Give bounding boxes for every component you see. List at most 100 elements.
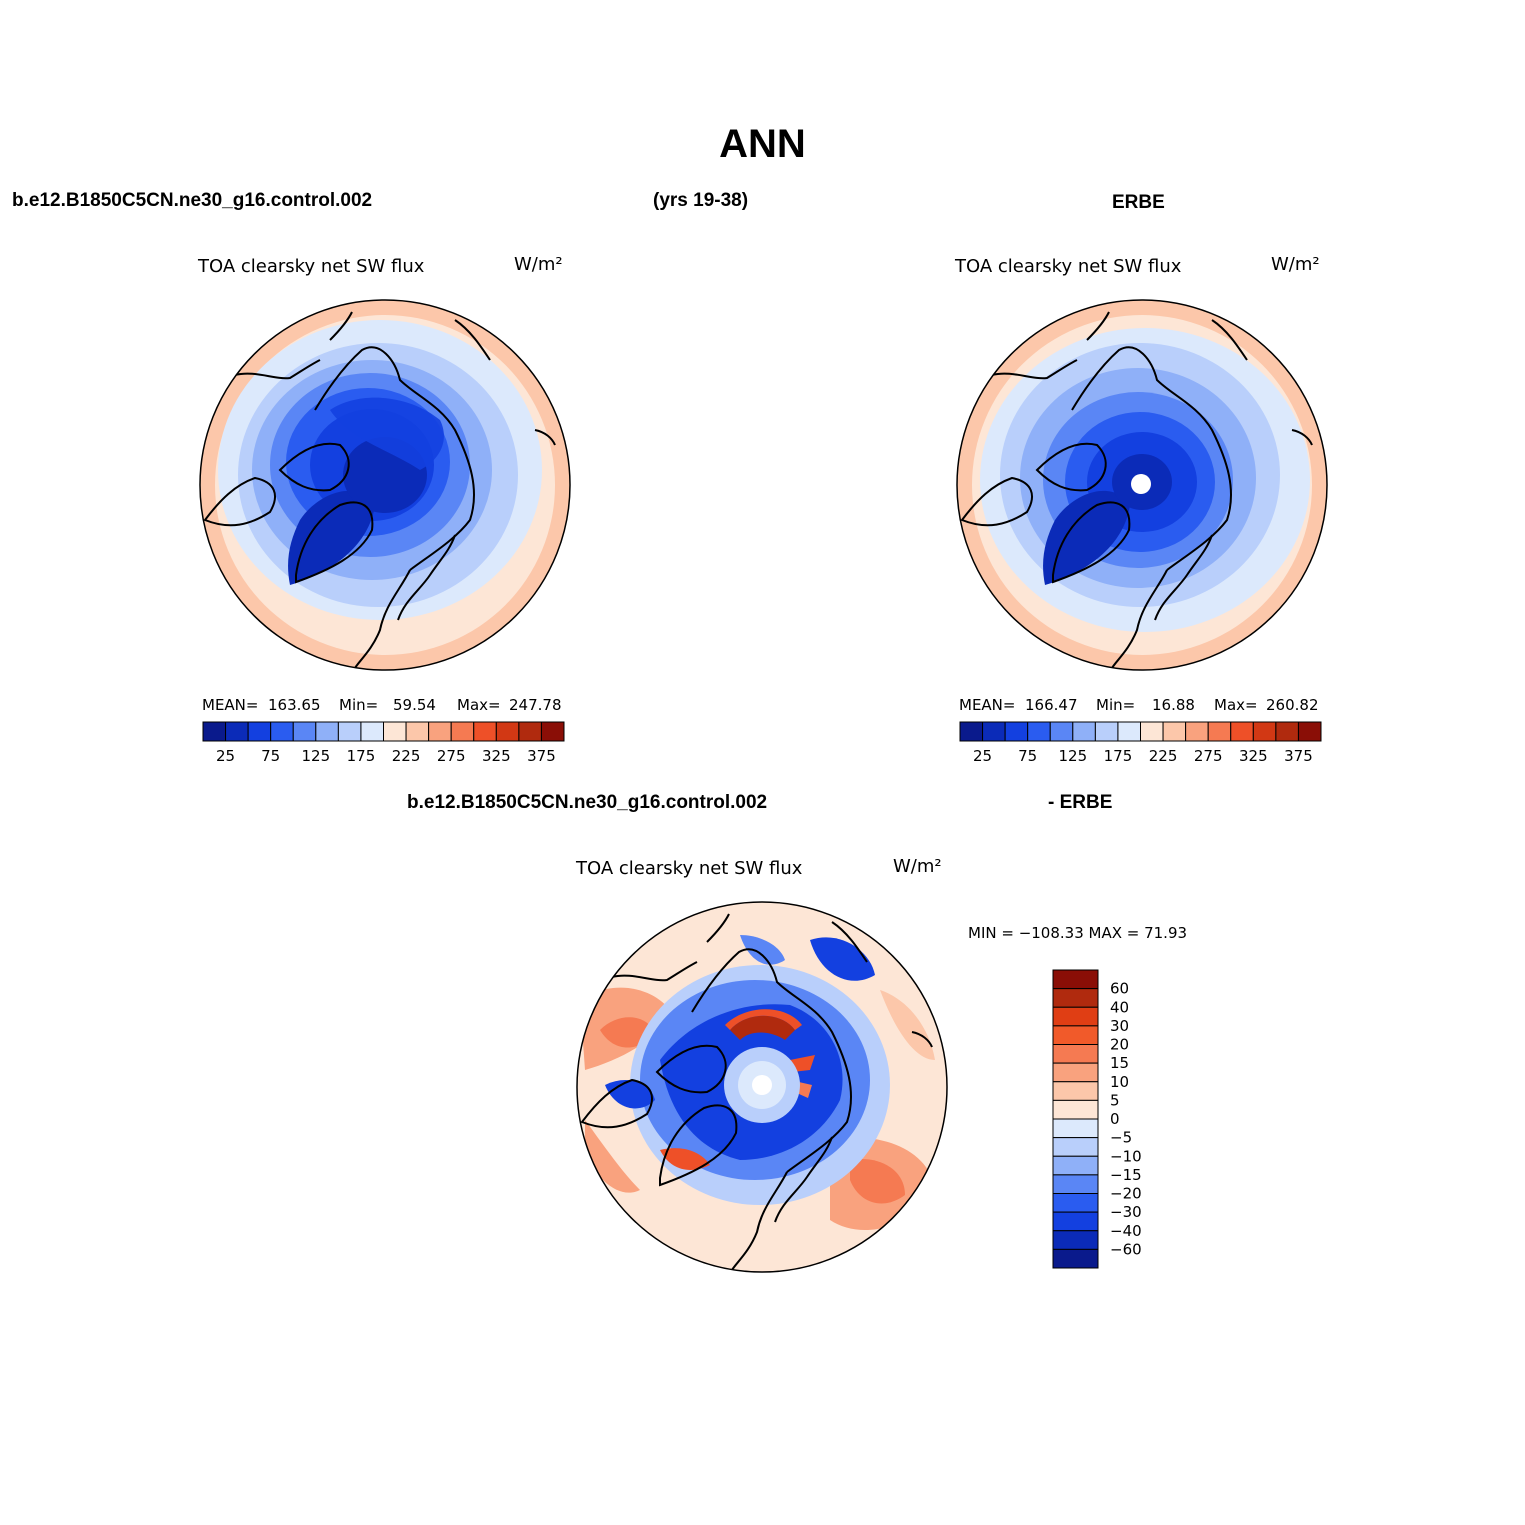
model-colorbar-tick-label: 175 [347, 747, 376, 765]
case-title: b.e12.B1850C5CN.ne30_g16.control.002 [12, 190, 373, 211]
coastlines [960, 311, 1313, 669]
obs-colorbar-box [1230, 721, 1254, 742]
obs-variable-label: TOA clearsky net SW flux [955, 256, 1182, 277]
model-colorbar-tick-label: 225 [392, 747, 421, 765]
obs-colorbar-box [959, 721, 984, 742]
obs-colorbar-box [1049, 721, 1074, 742]
obs-max-value: 260.82 [1266, 696, 1319, 714]
model-colorbar-box [540, 721, 565, 742]
model-min-label: Min= [339, 696, 379, 714]
model-colorbar-box [202, 721, 227, 742]
obs-title: ERBE [1112, 192, 1165, 213]
diff-colorbar-tick-label: −10 [1110, 1147, 1142, 1165]
obs-colorbar-box [1275, 721, 1299, 742]
obs-colorbar-box [982, 721, 1006, 742]
diff-colorbar-tick-label: −60 [1110, 1240, 1142, 1258]
diff-colorbar-box [1052, 1248, 1099, 1269]
obs-colorbar-box [1297, 721, 1322, 742]
model-variable-label: TOA clearsky net SW flux [198, 256, 425, 277]
obs-colorbar-box [1004, 721, 1029, 742]
model-colorbar-box [405, 721, 430, 742]
model-colorbar-box [337, 721, 362, 742]
diff-colorbar-box [1052, 988, 1099, 1008]
model-colorbar-box [495, 721, 520, 742]
model-colorbar-box [247, 721, 272, 742]
model-colorbar-tick-label: 275 [437, 747, 466, 765]
model-colorbar-box [473, 721, 497, 742]
model-colorbar-box [450, 721, 475, 742]
model-map-border [199, 299, 571, 671]
diff-colorbar-tick-label: 30 [1110, 1017, 1129, 1035]
diff-colorbar-box [1052, 1006, 1099, 1027]
diff-colorbar-tick-label: −20 [1110, 1185, 1142, 1203]
diff-colorbar-tick-label: −15 [1110, 1166, 1142, 1184]
model-colorbar: 25 75 125 175 225 275 325 375 [202, 721, 565, 765]
diff-colorbar-box [1052, 1044, 1099, 1064]
model-colorbar-tick-label: 75 [261, 747, 280, 765]
diff-colorbar-tick-label: 40 [1110, 998, 1129, 1016]
model-colorbar-tick-label: 375 [527, 747, 556, 765]
model-colorbar-tick-label: 25 [216, 747, 235, 765]
obs-colorbar-tick-label: 325 [1239, 747, 1268, 765]
model-max-label: Max= [457, 696, 501, 714]
diff-colorbar-box [1052, 1118, 1099, 1139]
diff-colorbar-tick-label: −40 [1110, 1222, 1142, 1240]
model-colorbar-box [292, 721, 317, 742]
obs-mean-value: 166.47 [1025, 696, 1078, 714]
diff-variable-label: TOA clearsky net SW flux [576, 858, 803, 879]
obs-colorbar-box [1140, 721, 1164, 742]
model-units-label: W/m² [514, 254, 563, 275]
obs-colorbar-tick-label: 25 [973, 747, 992, 765]
diff-case-title: b.e12.B1850C5CN.ne30_g16.control.002 [407, 792, 768, 813]
obs-colorbar-tick-label: 125 [1058, 747, 1087, 765]
diff-colorbar-box [1052, 1230, 1099, 1250]
years-label: (yrs 19-38) [653, 190, 749, 211]
diff-colorbar-tick-label: 5 [1110, 1091, 1120, 1109]
diff-colorbar-tick-label: −30 [1110, 1203, 1142, 1221]
obs-polar-hole [1131, 474, 1151, 494]
diff-minmax-label: MIN = −108.33 MAX = 71.93 [968, 924, 1188, 942]
diff-polar-hole [752, 1075, 772, 1095]
obs-colorbar-box [1252, 721, 1277, 742]
main-title: ANN [719, 122, 806, 166]
model-colorbar-box [270, 721, 294, 742]
obs-colorbar-box [1094, 721, 1119, 742]
obs-colorbar-tick-label: 75 [1018, 747, 1037, 765]
model-mean-label: MEAN= [202, 696, 259, 714]
obs-colorbar-box [1207, 721, 1232, 742]
diff-units-label: W/m² [893, 856, 942, 877]
diff-colorbar-tick-label: 20 [1110, 1036, 1129, 1054]
obs-polar-map [956, 299, 1328, 671]
diff-map-border [576, 901, 948, 1273]
diff-colorbar-box [1052, 1211, 1099, 1232]
obs-colorbar-tick-label: 275 [1194, 747, 1223, 765]
model-colorbar-box [360, 721, 384, 742]
obs-colorbar-tick-label: 375 [1284, 747, 1313, 765]
diff-colorbar-box [1052, 1174, 1099, 1194]
obs-colorbar-box [1072, 721, 1096, 742]
diff-colorbar-box [1052, 1025, 1099, 1045]
model-min-value: 59.54 [393, 696, 436, 714]
model-polar-map [199, 299, 571, 671]
diff-colorbar-box [1052, 1137, 1099, 1157]
obs-colorbar-tick-label: 225 [1149, 747, 1178, 765]
obs-colorbar-box [1027, 721, 1051, 742]
diff-colorbar-tick-label: 60 [1110, 980, 1129, 998]
diff-polar-map [576, 901, 948, 1273]
diff-colorbar-box [1052, 1193, 1099, 1213]
coastlines [580, 913, 933, 1271]
model-colorbar-box [225, 721, 249, 742]
obs-colorbar-tick-label: 175 [1104, 747, 1133, 765]
diff-colorbar-box [1052, 1062, 1099, 1083]
obs-units-label: W/m² [1271, 254, 1320, 275]
obs-colorbar-box [1117, 721, 1141, 742]
model-colorbar-tick-label: 125 [301, 747, 330, 765]
diff-colorbar-box [1052, 969, 1099, 990]
diff-colorbar-tick-label: 15 [1110, 1054, 1129, 1072]
coastlines [203, 311, 556, 669]
diff-colorbar-box [1052, 1081, 1099, 1101]
diff-colorbar-tick-label: −5 [1110, 1129, 1132, 1147]
diff-colorbar-tick-label: 0 [1110, 1110, 1120, 1128]
